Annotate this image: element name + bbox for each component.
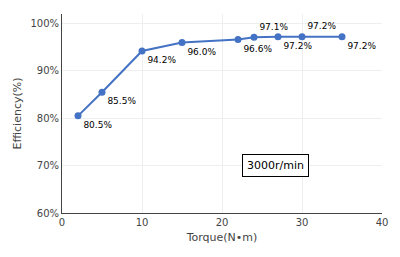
svg-text:60%: 60% (37, 208, 59, 219)
svg-text:80%: 80% (37, 113, 59, 124)
svg-text:96.0%: 96.0% (187, 47, 216, 57)
svg-text:100%: 100% (30, 18, 59, 29)
svg-text:20: 20 (216, 217, 229, 228)
svg-text:90%: 90% (37, 65, 59, 76)
svg-text:97.1%: 97.1% (259, 22, 288, 32)
svg-text:0: 0 (59, 217, 65, 228)
svg-text:Torque(N•m): Torque(N•m) (186, 231, 258, 244)
svg-text:Efficiency(%): Efficiency(%) (11, 77, 24, 149)
svg-text:97.2%: 97.2% (347, 41, 376, 51)
svg-text:96.6%: 96.6% (243, 44, 272, 54)
svg-text:97.2%: 97.2% (307, 21, 336, 31)
svg-text:80.5%: 80.5% (83, 120, 112, 130)
svg-text:97.2%: 97.2% (283, 41, 312, 51)
svg-text:3000r/min: 3000r/min (247, 159, 304, 172)
svg-text:70%: 70% (37, 160, 59, 171)
svg-text:94.2%: 94.2% (147, 55, 176, 65)
svg-text:85.5%: 85.5% (107, 96, 136, 106)
svg-text:40: 40 (376, 217, 389, 228)
svg-text:10: 10 (136, 217, 149, 228)
svg-text:30: 30 (296, 217, 309, 228)
